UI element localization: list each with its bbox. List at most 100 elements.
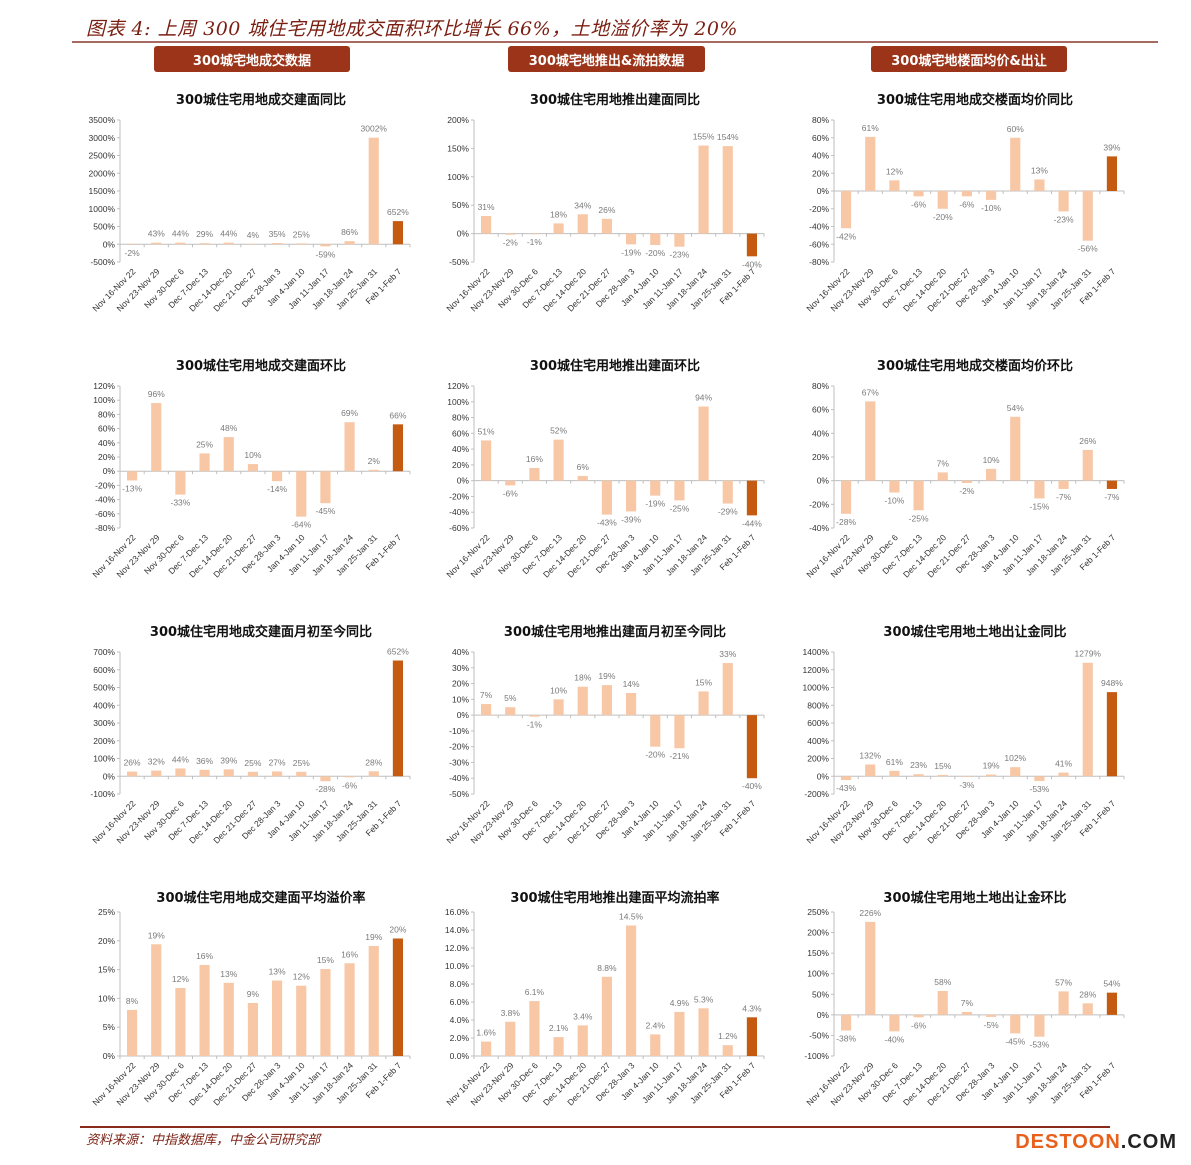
bar-highlight	[392, 938, 403, 1056]
chart-svg: 300城住宅用地成交建面月初至今同比 -100% 0% 100% 200% 300% 400…	[90, 624, 411, 846]
data-label: -56%	[1078, 244, 1098, 254]
bar-chart-4: 300城住宅用地成交建面环比 -80% -60% -40% -20% 0% 20% 40% 60…	[74, 350, 424, 610]
bar	[344, 422, 355, 472]
bar	[175, 471, 186, 495]
data-label: -38%	[836, 1033, 856, 1043]
bar	[529, 715, 540, 717]
y-tick-label: 400%	[807, 736, 829, 746]
data-label: 36%	[196, 756, 213, 766]
bar	[1058, 480, 1069, 489]
y-tick-label: -60%	[449, 523, 469, 533]
data-label: -64%	[291, 520, 311, 530]
bar	[698, 145, 709, 234]
data-label: 19%	[598, 671, 615, 681]
bar	[626, 925, 637, 1056]
data-label: 5.3%	[694, 994, 714, 1004]
y-tick-label: 100%	[447, 397, 469, 407]
data-label: -45%	[315, 506, 335, 516]
y-tick-label: 20%	[452, 679, 469, 689]
bar-chart-12: 300城住宅用地土地出让金环比 -100% -50% 0% 50% 100% 150% 200…	[788, 882, 1138, 1142]
y-tick-label: 3000%	[89, 133, 116, 143]
bar-chart-5: 300城住宅用地推出建面环比 -60% -40% -20% 0% 20% 40% 60% 80%…	[428, 350, 778, 610]
data-label: 54%	[1007, 403, 1024, 413]
y-tick-label: 20%	[452, 460, 469, 470]
data-label: -14%	[267, 484, 287, 494]
data-label: 19%	[365, 932, 382, 942]
y-tick-label: 5%	[103, 1022, 116, 1032]
y-tick-label: 60%	[812, 405, 829, 415]
data-label: 8%	[126, 996, 139, 1006]
data-label: -13%	[122, 483, 142, 493]
data-label: -25%	[669, 503, 689, 513]
bar	[247, 1003, 258, 1056]
y-tick-label: 200%	[93, 736, 115, 746]
bar	[272, 771, 283, 777]
y-tick-label: -20%	[449, 491, 469, 501]
y-tick-label: 200%	[807, 754, 829, 764]
bar	[937, 990, 948, 1015]
data-label: 10%	[550, 685, 567, 695]
data-label: 44%	[172, 229, 189, 239]
data-label: 16%	[526, 454, 543, 464]
bar	[1034, 1014, 1045, 1037]
bar	[1058, 991, 1069, 1015]
bar	[505, 707, 516, 716]
bar	[529, 468, 540, 481]
data-label: 9%	[247, 989, 260, 999]
chart-title: 300城住宅用地推出建面环比	[530, 358, 700, 374]
bar	[247, 771, 258, 777]
data-label: 20%	[389, 924, 406, 934]
bar	[481, 215, 492, 234]
bar	[577, 475, 588, 481]
data-label: 48%	[220, 423, 237, 433]
data-label: 39%	[1103, 142, 1120, 152]
bar	[151, 403, 162, 472]
data-label: 7%	[480, 690, 493, 700]
y-tick-label: -20%	[809, 204, 829, 214]
bar	[247, 464, 258, 472]
bar	[175, 242, 186, 245]
data-label: -40%	[742, 259, 762, 269]
bar-highlight	[1106, 692, 1117, 777]
bar	[199, 964, 210, 1056]
y-tick-label: -50%	[449, 257, 469, 267]
y-tick-label: 120%	[447, 381, 469, 391]
data-label: -28%	[315, 784, 335, 794]
data-label: 4.9%	[670, 998, 690, 1008]
bar	[1010, 767, 1021, 777]
bar	[674, 1011, 685, 1056]
data-label: -2%	[125, 248, 141, 258]
bar-chart-3: 300城住宅用地成交楼面均价同比 -80% -60% -40% -20% 0% 20% 40%…	[788, 84, 1138, 344]
chart-svg: 300城住宅用地土地出让金环比 -100% -50% 0% 50% 100% 150% 200…	[804, 890, 1125, 1108]
y-tick-label: 1000%	[89, 204, 116, 214]
y-tick-label: 2500%	[89, 151, 116, 161]
y-tick-label: 250%	[807, 907, 829, 917]
data-label: 7%	[961, 998, 974, 1008]
y-tick-label: 20%	[812, 168, 829, 178]
bar	[674, 715, 685, 749]
bar	[841, 1014, 852, 1031]
data-label: 154%	[717, 132, 739, 142]
y-tick-label: -20%	[809, 499, 829, 509]
chart-title: 300城住宅用地成交建面同比	[176, 92, 346, 108]
bar	[577, 214, 588, 234]
y-tick-label: 30%	[452, 663, 469, 673]
y-tick-label: 0%	[457, 710, 470, 720]
y-tick-label: -100%	[804, 1051, 829, 1061]
bar	[913, 774, 924, 777]
bar	[961, 776, 972, 777]
bar	[986, 774, 997, 777]
bar	[127, 771, 138, 777]
bar-chart-7: 300城住宅用地成交建面月初至今同比 -100% 0% 100% 200% 300% 400…	[74, 616, 424, 876]
bar	[272, 471, 283, 482]
data-label: 7%	[937, 458, 950, 468]
y-tick-label: -60%	[809, 239, 829, 249]
y-tick-label: -500%	[90, 257, 115, 267]
bar	[199, 453, 210, 472]
bar	[986, 1014, 997, 1017]
y-tick-label: 0%	[103, 1051, 116, 1061]
y-tick-label: -80%	[95, 523, 115, 533]
bar	[1082, 662, 1093, 777]
bar	[368, 771, 379, 777]
data-label: -43%	[836, 783, 856, 793]
